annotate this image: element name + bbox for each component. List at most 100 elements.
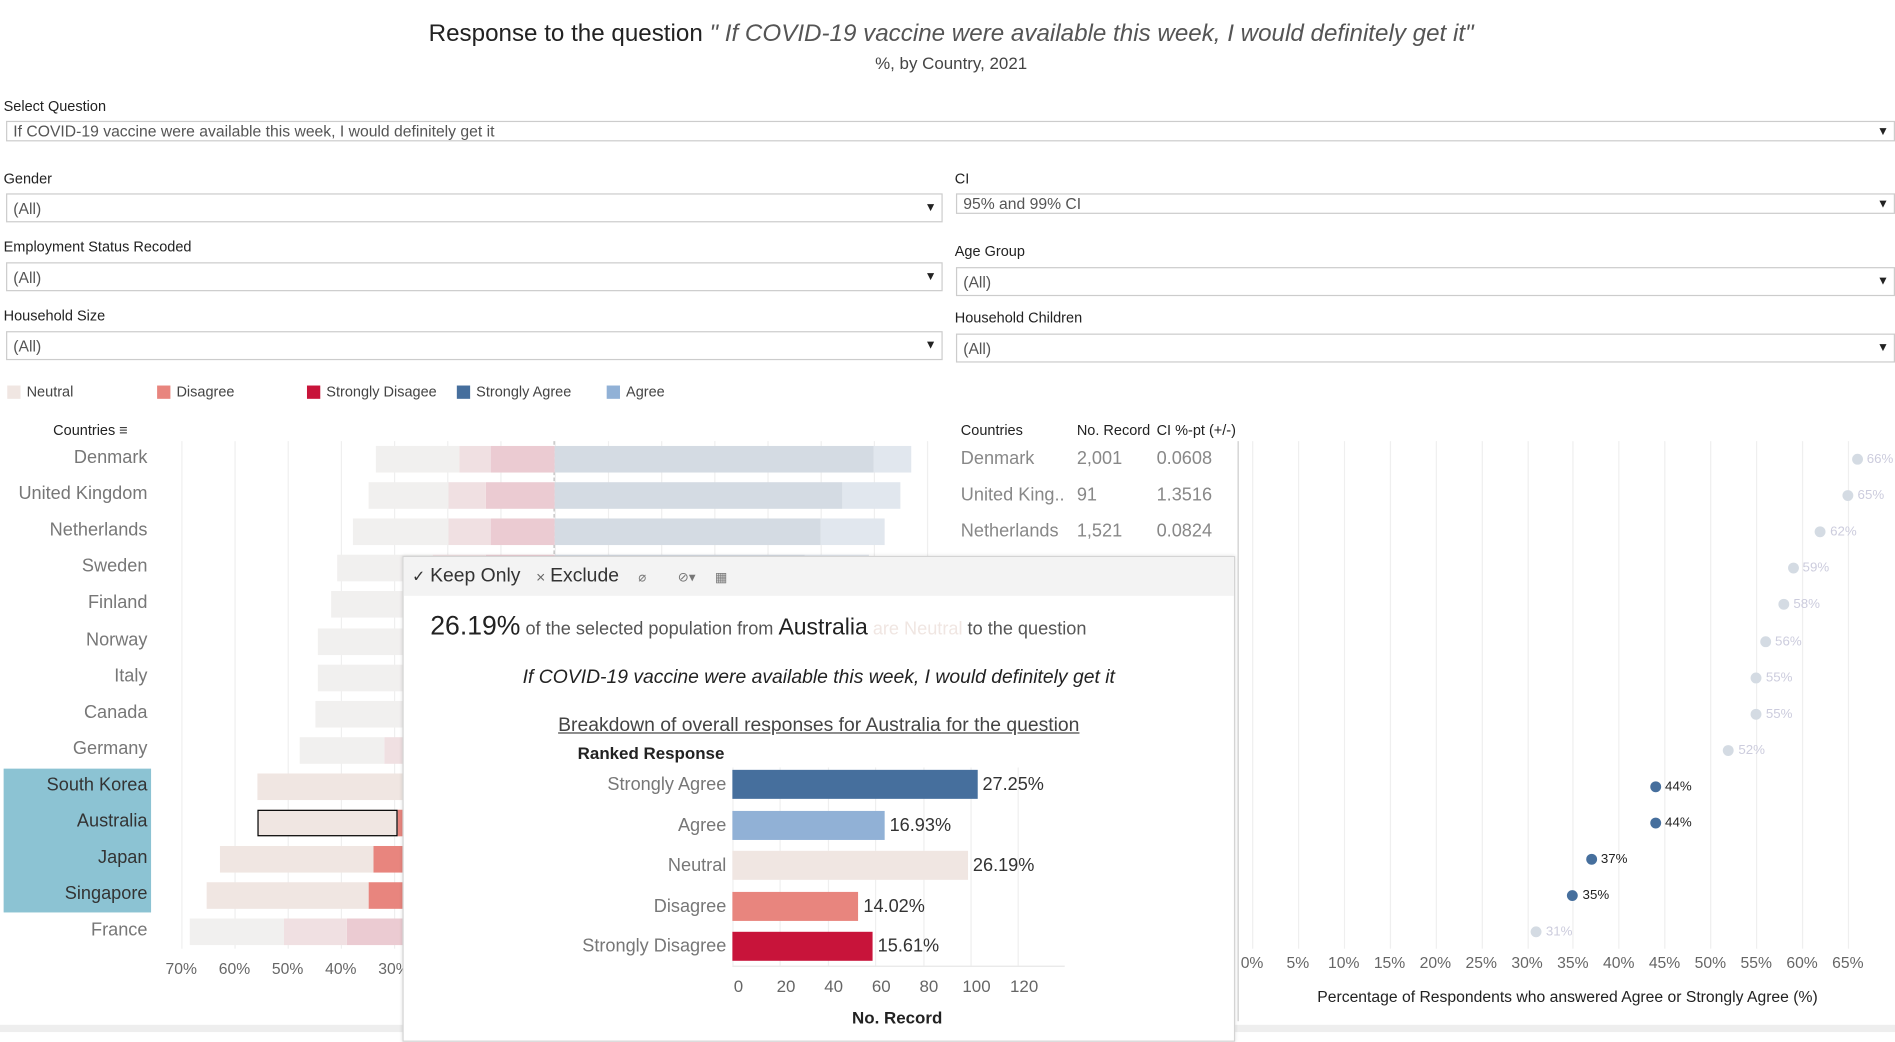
data-point[interactable] (1787, 562, 1799, 574)
data-point[interactable] (1567, 890, 1579, 902)
country-label[interactable]: Netherlands (49, 519, 148, 541)
response-bar[interactable] (732, 850, 969, 880)
view-data-icon[interactable]: ▦ (714, 569, 728, 585)
gridline (234, 441, 236, 949)
data-label: 65% (1857, 488, 1885, 503)
data-point[interactable] (1530, 926, 1542, 938)
data-point[interactable] (1585, 853, 1597, 865)
country-label[interactable]: Sweden (81, 556, 148, 577)
bar-segment-n[interactable] (352, 518, 449, 546)
gridline (1435, 441, 1437, 949)
household-size-dropdown[interactable]: (All) ▼ (6, 331, 943, 361)
country-label[interactable]: Japan (98, 847, 148, 868)
bar-segment-a[interactable] (841, 482, 901, 509)
age-dropdown[interactable]: (All) ▼ (955, 267, 1895, 297)
bar-segment-n[interactable] (189, 918, 284, 946)
paperclip-icon[interactable]: ⌀ (638, 569, 647, 585)
sort-icon[interactable]: ≡ (119, 421, 128, 439)
data-point[interactable] (1814, 526, 1826, 538)
table-header[interactable]: Countries (960, 421, 1023, 439)
response-bar[interactable] (732, 810, 885, 840)
bar-segment-d[interactable] (448, 482, 486, 509)
bar-segment-d[interactable] (448, 518, 491, 546)
keep-only-button[interactable]: Keep Only (430, 565, 521, 587)
legend-item[interactable]: Strongly Agree (456, 383, 571, 400)
bar-segment-n[interactable] (206, 882, 369, 910)
bar-segment-n[interactable] (257, 809, 398, 837)
gridline (340, 441, 343, 949)
ci-value: 95% and 99% CI (963, 194, 1082, 213)
countries-header[interactable]: Countries ≡ (53, 422, 128, 439)
selected-countries-highlight (3, 768, 152, 913)
legend-label: Strongly Disagee (326, 383, 437, 401)
response-bar[interactable] (732, 891, 859, 921)
exclude-button[interactable]: Exclude (550, 565, 619, 587)
x-tick-label: 70% (165, 959, 198, 978)
gridline (393, 441, 396, 949)
bar-segment-n[interactable] (219, 846, 374, 873)
country-label[interactable]: Germany (72, 738, 148, 759)
data-point[interactable] (1778, 599, 1790, 611)
gridline (1389, 441, 1391, 949)
data-point[interactable] (1750, 708, 1762, 720)
legend-item[interactable]: Agree (606, 383, 665, 400)
country-label[interactable]: Norway (85, 629, 148, 650)
x-tick-label: 25% (1465, 953, 1497, 972)
legend-item[interactable]: Neutral (7, 383, 73, 400)
tooltip-country: Australia (778, 615, 868, 641)
country-label[interactable]: Canada (83, 701, 148, 723)
response-value-label: 15.61% (877, 936, 940, 957)
country-label[interactable]: Italy (114, 665, 148, 686)
group-members-icon[interactable]: ⊘▾ (677, 569, 696, 585)
bar-segment-n[interactable] (299, 736, 385, 764)
legend-swatch (606, 384, 620, 399)
household-children-value: (All) (963, 338, 992, 358)
tooltip-percent: 26.19% (430, 610, 521, 641)
data-point[interactable] (1649, 781, 1661, 793)
bar-segment-a[interactable] (820, 518, 885, 546)
country-label[interactable]: France (91, 920, 148, 941)
chevron-down-icon: ▼ (924, 338, 937, 353)
country-label[interactable]: Denmark (73, 447, 148, 468)
data-point[interactable] (1649, 817, 1661, 829)
table-header[interactable]: No. Record (1076, 421, 1151, 439)
title-prefix: Response to the question (428, 20, 703, 48)
bar-segment-d[interactable] (459, 445, 491, 473)
household-children-dropdown[interactable]: (All) ▼ (955, 333, 1895, 363)
data-point[interactable] (1842, 490, 1854, 502)
bar-segment-n[interactable] (256, 773, 417, 800)
bar-segment-d[interactable] (283, 918, 348, 946)
country-label[interactable]: Finland (87, 592, 148, 614)
question-dropdown[interactable]: If COVID-19 vaccine were available this … (6, 120, 1895, 142)
bar-segment-sa[interactable] (554, 445, 874, 473)
data-point[interactable] (1750, 672, 1762, 683)
data-point[interactable] (1851, 453, 1863, 465)
country-label[interactable]: Singapore (64, 883, 148, 905)
ci-dropdown[interactable]: 95% and 99% CI ▼ (955, 193, 1895, 214)
gender-dropdown[interactable]: (All) ▼ (6, 193, 943, 223)
employment-dropdown[interactable]: (All) ▼ (6, 262, 943, 292)
bar-segment-sa[interactable] (554, 518, 821, 546)
legend-item[interactable]: Strongly Disagee (306, 383, 437, 401)
bar-segment-sa[interactable] (554, 482, 842, 509)
country-label[interactable]: South Korea (46, 774, 148, 796)
table-header[interactable]: CI %-pt (+/-) (1156, 421, 1236, 439)
bar-segment-sd[interactable] (490, 445, 555, 473)
table-cell: 1,521 (1076, 521, 1123, 542)
bar-segment-n[interactable] (368, 482, 449, 509)
country-label[interactable]: United Kingdom (18, 483, 148, 505)
x-tick-label: 50% (271, 959, 304, 978)
data-point[interactable] (1759, 635, 1771, 647)
legend-item[interactable]: Disagree (157, 383, 234, 400)
bar-segment-a[interactable] (873, 445, 912, 473)
response-label: Agree (677, 814, 727, 836)
data-point[interactable] (1723, 744, 1735, 756)
bar-segment-n[interactable] (375, 445, 460, 473)
country-label[interactable]: Australia (76, 810, 148, 832)
response-bar[interactable] (732, 769, 978, 799)
data-label: 37% (1600, 852, 1628, 867)
data-label: 59% (1802, 561, 1830, 576)
bar-segment-sd[interactable] (485, 482, 555, 509)
response-bar[interactable] (732, 931, 873, 961)
bar-segment-sd[interactable] (490, 518, 555, 546)
